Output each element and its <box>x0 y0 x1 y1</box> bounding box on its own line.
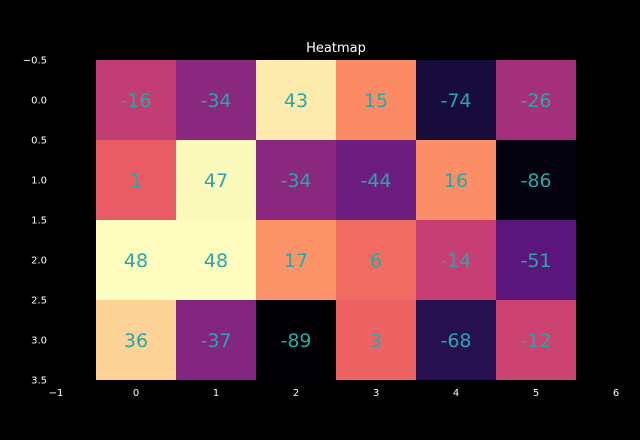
y-tick-label-3: 1.0 <box>31 176 47 187</box>
heatmap-cell-r2-c4 <box>416 220 496 300</box>
heatmap-cell-r0-c2 <box>256 60 336 140</box>
heatmap-cell-r3-c4 <box>416 300 496 380</box>
chart-title: Heatmap <box>306 41 366 56</box>
heatmap-cell-r1-c4 <box>416 140 496 220</box>
cell-value-label-r0-c3: 15 <box>364 90 388 112</box>
y-tick-label-5: 2.0 <box>31 256 47 267</box>
cell-value-label-r0-c4: -74 <box>440 90 471 112</box>
heatmap-cell-r2-c2 <box>256 220 336 300</box>
heatmap-cell-r3-c2 <box>256 300 336 380</box>
cell-value-label-r3-c3: 3 <box>370 330 382 352</box>
cell-value-label-r1-c5: -86 <box>520 170 551 192</box>
y-tick-label-7: 3.0 <box>31 336 47 347</box>
x-tick-label-0: −1 <box>49 388 64 399</box>
heatmap-cell-r0-c5 <box>496 60 576 140</box>
y-tick-label-4: 1.5 <box>31 216 47 227</box>
heatmap-cell-r3-c0 <box>96 300 176 380</box>
y-tick-label-0: −0.5 <box>23 56 47 67</box>
heatmap-cell-r3-c3 <box>336 300 416 380</box>
cell-value-label-r0-c0: -16 <box>120 90 151 112</box>
y-tick-label-1: 0.0 <box>31 96 47 107</box>
x-tick-label-5: 4 <box>453 388 459 399</box>
x-tick-label-7: 6 <box>613 388 619 399</box>
cell-value-label-r3-c5: -12 <box>520 330 551 352</box>
cell-value-label-r0-c1: -34 <box>200 90 231 112</box>
cell-value-label-r1-c1: 47 <box>204 170 228 192</box>
heatmap-cell-labels: -16 -34 43 15 -74 -26 1 47 -34 -44 16 -86 48 48 17 6 -14… <box>120 90 551 352</box>
y-tick-label-8: 3.5 <box>31 376 47 387</box>
heatmap-cell-r0-c0 <box>96 60 176 140</box>
cell-value-label-r2-c1: 48 <box>204 250 228 272</box>
heatmap-cells <box>96 60 576 380</box>
cell-value-label-r2-c5: -51 <box>520 250 551 272</box>
cell-value-label-r3-c4: -68 <box>440 330 471 352</box>
y-tick-label-6: 2.5 <box>31 296 47 307</box>
x-tick-label-6: 5 <box>533 388 539 399</box>
heatmap-cell-r3-c1 <box>176 300 256 380</box>
heatmap-cell-r1-c5 <box>496 140 576 220</box>
heatmap-cell-r0-c4 <box>416 60 496 140</box>
y-axis-ticks: −0.5 0.0 0.5 1.0 1.5 2.0 2.5 3.0 3.5 <box>23 56 47 387</box>
x-tick-label-1: 0 <box>133 388 139 399</box>
cell-value-label-r2-c0: 48 <box>124 250 148 272</box>
x-tick-label-3: 2 <box>293 388 299 399</box>
y-tick-label-2: 0.5 <box>31 136 47 147</box>
heatmap-cell-r2-c5 <box>496 220 576 300</box>
x-tick-label-4: 3 <box>373 388 379 399</box>
cell-value-label-r3-c1: -37 <box>200 330 231 352</box>
cell-value-label-r1-c3: -44 <box>360 170 391 192</box>
heatmap-cell-r3-c5 <box>496 300 576 380</box>
cell-value-label-r3-c0: 36 <box>124 330 148 352</box>
heatmap-cell-r1-c3 <box>336 140 416 220</box>
heatmap-cell-r2-c3 <box>336 220 416 300</box>
x-axis-ticks: −1 0 1 2 3 4 5 6 <box>49 388 620 399</box>
cell-value-label-r1-c2: -34 <box>280 170 311 192</box>
heatmap-cell-r0-c3 <box>336 60 416 140</box>
heatmap-cell-r1-c1 <box>176 140 256 220</box>
cell-value-label-r1-c4: 16 <box>444 170 468 192</box>
cell-value-label-r0-c2: 43 <box>284 90 308 112</box>
cell-value-label-r2-c4: -14 <box>440 250 471 272</box>
cell-value-label-r2-c2: 17 <box>284 250 308 272</box>
heatmap-cell-r0-c1 <box>176 60 256 140</box>
heatmap-cell-r2-c0 <box>96 220 176 300</box>
heatmap-cell-r1-c0 <box>96 140 176 220</box>
cell-value-label-r1-c0: 1 <box>130 170 142 192</box>
heatmap-cell-r2-c1 <box>176 220 256 300</box>
cell-value-label-r3-c2: -89 <box>280 330 311 352</box>
heatmap-cell-r1-c2 <box>256 140 336 220</box>
x-tick-label-2: 1 <box>213 388 219 399</box>
cell-value-label-r2-c3: 6 <box>370 250 382 272</box>
cell-value-label-r0-c5: -26 <box>520 90 551 112</box>
